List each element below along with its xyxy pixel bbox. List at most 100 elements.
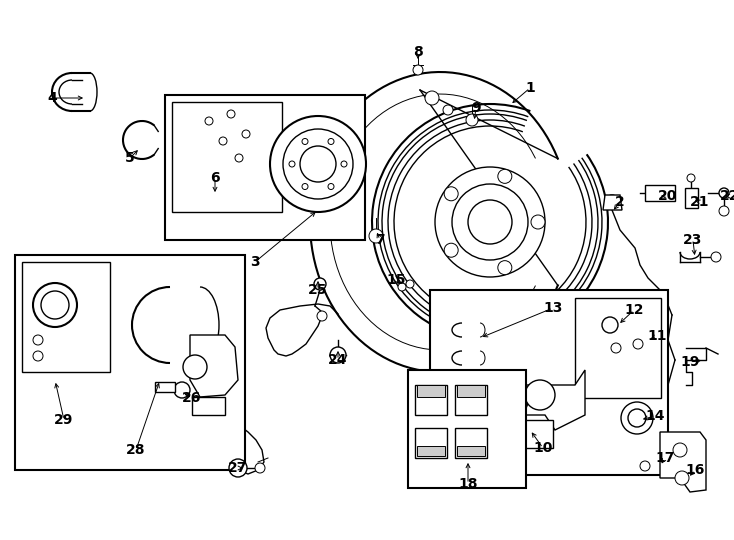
Text: 7: 7 <box>375 233 385 247</box>
Circle shape <box>33 283 77 327</box>
Polygon shape <box>455 428 487 458</box>
Text: 10: 10 <box>534 441 553 455</box>
Circle shape <box>719 188 729 198</box>
Text: 3: 3 <box>250 255 260 269</box>
Polygon shape <box>660 432 706 492</box>
Text: 5: 5 <box>125 151 135 165</box>
Text: 11: 11 <box>647 329 666 343</box>
Text: 9: 9 <box>471 101 481 115</box>
Circle shape <box>227 110 235 118</box>
Polygon shape <box>457 446 485 456</box>
Bar <box>22 262 110 372</box>
Polygon shape <box>455 385 487 415</box>
Text: 1: 1 <box>525 81 535 95</box>
Text: 28: 28 <box>126 443 146 457</box>
Text: 24: 24 <box>328 353 348 367</box>
Bar <box>575 298 661 398</box>
Circle shape <box>242 130 250 138</box>
Circle shape <box>302 184 308 190</box>
Circle shape <box>531 215 545 229</box>
Text: 6: 6 <box>210 171 219 185</box>
Circle shape <box>413 65 423 75</box>
Text: 4: 4 <box>47 91 57 105</box>
Bar <box>165 95 365 240</box>
Text: 2: 2 <box>615 195 625 209</box>
Circle shape <box>719 206 729 216</box>
Circle shape <box>525 380 555 410</box>
Polygon shape <box>155 382 175 392</box>
Circle shape <box>33 351 43 361</box>
Text: 16: 16 <box>686 463 705 477</box>
Circle shape <box>675 471 689 485</box>
Circle shape <box>621 402 653 434</box>
Circle shape <box>452 184 528 260</box>
Text: 22: 22 <box>720 189 734 203</box>
Bar <box>430 290 668 475</box>
Circle shape <box>443 105 453 115</box>
Circle shape <box>283 129 353 199</box>
Circle shape <box>492 382 528 418</box>
Circle shape <box>302 138 308 145</box>
Text: 20: 20 <box>658 189 677 203</box>
Polygon shape <box>417 446 445 456</box>
Circle shape <box>255 463 265 473</box>
Circle shape <box>328 138 334 145</box>
Polygon shape <box>457 385 485 397</box>
Bar <box>172 102 282 212</box>
Circle shape <box>498 261 512 275</box>
Text: 29: 29 <box>54 413 73 427</box>
Circle shape <box>270 116 366 212</box>
Circle shape <box>369 229 383 243</box>
Text: 23: 23 <box>683 233 702 247</box>
Circle shape <box>435 167 545 277</box>
Text: 15: 15 <box>386 273 406 287</box>
Circle shape <box>602 317 618 333</box>
Circle shape <box>317 311 327 321</box>
Text: 21: 21 <box>690 195 710 209</box>
Circle shape <box>33 335 43 345</box>
Circle shape <box>398 283 406 291</box>
Text: 19: 19 <box>680 355 700 369</box>
Circle shape <box>205 117 213 125</box>
Circle shape <box>687 174 695 182</box>
Circle shape <box>633 339 643 349</box>
Circle shape <box>330 347 346 363</box>
Circle shape <box>341 161 347 167</box>
Circle shape <box>611 343 621 353</box>
Text: 18: 18 <box>458 477 478 491</box>
Circle shape <box>444 243 458 257</box>
Circle shape <box>219 137 227 145</box>
Polygon shape <box>192 397 225 415</box>
Polygon shape <box>475 370 585 430</box>
Circle shape <box>300 146 336 182</box>
Circle shape <box>425 91 439 105</box>
Circle shape <box>498 170 512 184</box>
Circle shape <box>711 252 721 262</box>
Circle shape <box>673 443 687 457</box>
Text: 17: 17 <box>655 451 675 465</box>
Circle shape <box>183 355 207 379</box>
Polygon shape <box>685 188 698 208</box>
Circle shape <box>289 161 295 167</box>
Text: 25: 25 <box>308 283 328 297</box>
Text: 13: 13 <box>543 301 563 315</box>
Circle shape <box>444 187 458 201</box>
Circle shape <box>500 390 520 410</box>
Circle shape <box>468 200 512 244</box>
Circle shape <box>235 154 243 162</box>
Text: 27: 27 <box>228 461 247 475</box>
Bar <box>15 255 245 470</box>
Text: 14: 14 <box>645 409 665 423</box>
Circle shape <box>640 461 650 471</box>
Circle shape <box>41 291 69 319</box>
Circle shape <box>229 459 247 477</box>
Circle shape <box>605 195 619 209</box>
Bar <box>408 370 526 488</box>
Circle shape <box>406 280 414 288</box>
Circle shape <box>174 382 190 398</box>
Text: 8: 8 <box>413 45 423 59</box>
Bar <box>473 420 553 448</box>
Polygon shape <box>190 335 238 397</box>
Text: 12: 12 <box>624 303 644 317</box>
Circle shape <box>314 278 326 290</box>
